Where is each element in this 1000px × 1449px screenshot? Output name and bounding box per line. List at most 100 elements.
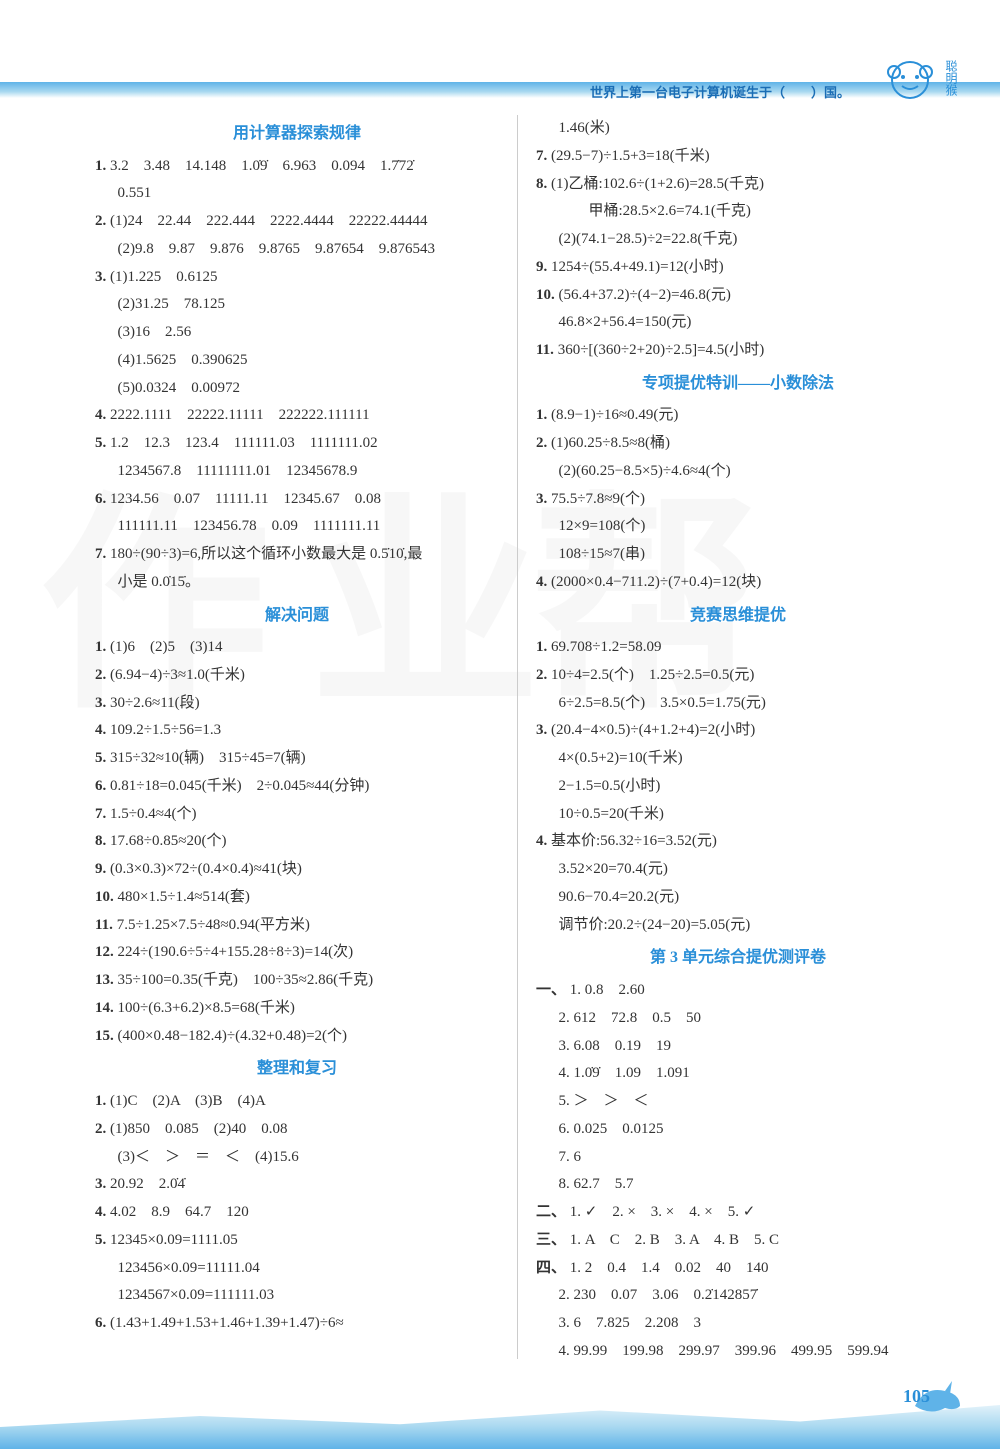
answer-line: 9. (0.3×0.3)×72÷(0.4×0.4)≈41(块)	[95, 856, 499, 884]
item-number: 2.	[95, 667, 110, 683]
item-number: 6.	[95, 491, 110, 507]
item-number: 3.	[95, 1176, 110, 1192]
answer-line: 小是 0.0̇15̇。	[95, 569, 499, 597]
item-number: 7.	[95, 806, 110, 822]
item-text: (2)(74.1−28.5)÷2=22.8(千克)	[559, 231, 738, 247]
item-text: 1234.56 0.07 11111.11 12345.67 0.08	[110, 491, 381, 507]
answer-line: 4. (2000×0.4−711.2)÷(7+0.4)=12(块)	[536, 569, 940, 597]
item-text: 1. ✓ 2. × 3. × 4. × 5. ✓	[570, 1204, 756, 1220]
item-number: 15.	[95, 1028, 118, 1044]
item-text: 4. 1.0̇9̇ 1.09 1.091	[559, 1065, 690, 1081]
item-number: 11.	[536, 342, 558, 358]
item-text: 12345×0.09=1111.05	[110, 1232, 238, 1248]
answer-line: 9. 1254÷(55.4+49.1)=12(小时)	[536, 254, 940, 282]
answer-line: 4. 1.0̇9̇ 1.09 1.091	[536, 1060, 940, 1088]
header-trivia: 世界上第一台电子计算机诞生于（ ）国。	[590, 82, 850, 101]
item-text: (1)C (2)A (3)B (4)A	[110, 1093, 266, 1109]
item-number: 7.	[536, 148, 551, 164]
item-text: (1)1.225 0.6125	[110, 269, 218, 285]
item-text: 315÷32≈10(辆) 315÷45=7(辆)	[110, 750, 306, 766]
answer-line: (2)(74.1−28.5)÷2=22.8(千克)	[536, 226, 940, 254]
answer-line: 11. 360÷[(360÷2+20)÷2.5]=4.5(小时)	[536, 337, 940, 365]
item-text: 3. 6 7.825 2.208 3	[559, 1315, 702, 1331]
answer-line: 7. (29.5−7)÷1.5+3=18(千米)	[536, 143, 940, 171]
answer-line: 7. 6	[536, 1144, 940, 1172]
item-text: 35÷100=0.35(千克) 100÷35≈2.86(千克)	[118, 972, 374, 988]
item-text: 1234567×0.09=111111.03	[118, 1287, 275, 1303]
item-text: 2−1.5=0.5(小时)	[559, 778, 661, 794]
answer-line: 12×9=108(个)	[536, 513, 940, 541]
mascot-monkey-icon	[880, 50, 940, 120]
item-text: (1.43+1.49+1.53+1.46+1.39+1.47)÷6≈	[110, 1315, 344, 1331]
answer-line: 2. (1)60.25÷8.5≈8(桶)	[536, 430, 940, 458]
item-number: 9.	[95, 861, 110, 877]
item-text: (20.4−4×0.5)÷(4+1.2+4)=2(小时)	[551, 722, 755, 738]
item-number: 1.	[536, 639, 551, 655]
answer-line: 二、 1. ✓ 2. × 3. × 4. × 5. ✓	[536, 1199, 940, 1227]
item-text: 360÷[(360÷2+20)÷2.5]=4.5(小时)	[558, 342, 765, 358]
answer-line: (2)(60.25−8.5×5)÷4.6≈4(个)	[536, 458, 940, 486]
item-number: 13.	[95, 972, 118, 988]
answer-line: 2. 10÷4=2.5(个) 1.25÷2.5=0.5(元)	[536, 662, 940, 690]
section-title: 第 3 单元综合提优测评卷	[536, 943, 940, 973]
item-number: 3.	[95, 269, 110, 285]
item-text: 2222.1111 22222.11111 222222.111111	[110, 407, 370, 423]
answer-line: 4. 109.2÷1.5÷56=1.3	[95, 717, 499, 745]
item-number: 3.	[536, 722, 551, 738]
answer-line: 10. (56.4+37.2)÷(4−2)=46.8(元)	[536, 282, 940, 310]
item-text: 17.68÷0.85≈20(个)	[110, 833, 226, 849]
item-text: (1)60.25÷8.5≈8(桶)	[551, 435, 670, 451]
item-text: (6.94−4)÷3≈1.0(千米)	[110, 667, 245, 683]
item-text: 46.8×2+56.4=150(元)	[559, 314, 692, 330]
answer-line: (5)0.0324 0.00972	[95, 375, 499, 403]
item-text: (1)乙桶:102.6÷(1+2.6)=28.5(千克)	[551, 176, 764, 192]
item-number: 12.	[95, 944, 118, 960]
answer-line: 3. 6 7.825 2.208 3	[536, 1310, 940, 1338]
item-text: 111111.11 123456.78 0.09 1111111.11	[118, 518, 381, 534]
answer-line: 2. 612 72.8 0.5 50	[536, 1005, 940, 1033]
item-text: (1)24 22.44 222.444 2222.4444 22222.4444…	[110, 213, 428, 229]
answer-line: 12. 224÷(190.6÷5÷4+155.28÷8÷3)=14(次)	[95, 939, 499, 967]
item-text: (1)6 (2)5 (3)14	[110, 639, 222, 655]
item-text: 30÷2.6≈11(段)	[110, 695, 200, 711]
item-text: 123456×0.09=11111.04	[118, 1260, 260, 1276]
item-text: (400×0.48−182.4)÷(4.32+0.48)=2(个)	[118, 1028, 348, 1044]
item-text: 20.92 2.0̇4̇	[110, 1176, 185, 1192]
answer-line: 甲桶:28.5×2.6=74.1(千克)	[536, 198, 940, 226]
item-text: 3.52×20=70.4(元)	[559, 861, 668, 877]
item-text: (29.5−7)÷1.5+3=18(千米)	[551, 148, 710, 164]
section-title: 专项提优特训——小数除法	[536, 369, 940, 399]
item-text: 1.5÷0.4≈4(个)	[110, 806, 196, 822]
item-number: 8.	[95, 833, 110, 849]
answer-line: 6. 0.025 0.0125	[536, 1116, 940, 1144]
item-text: 1254÷(55.4+49.1)=12(小时)	[551, 259, 724, 275]
answer-line: 3. (20.4−4×0.5)÷(4+1.2+4)=2(小时)	[536, 717, 940, 745]
answer-line: 11. 7.5÷1.25×7.5÷48≈0.94(平方米)	[95, 912, 499, 940]
answer-line: 1234567×0.09=111111.03	[95, 1282, 499, 1310]
item-text: (2000×0.4−711.2)÷(7+0.4)=12(块)	[551, 574, 761, 590]
item-number: 6.	[95, 1315, 110, 1331]
item-text: (0.3×0.3)×72÷(0.4×0.4)≈41(块)	[110, 861, 302, 877]
answer-line: 15. (400×0.48−182.4)÷(4.32+0.48)=2(个)	[95, 1023, 499, 1051]
item-text: (2)(60.25−8.5×5)÷4.6≈4(个)	[559, 463, 731, 479]
item-text: 6. 0.025 0.0125	[559, 1121, 664, 1137]
answer-line: 14. 100÷(6.3+6.2)×8.5=68(千米)	[95, 995, 499, 1023]
item-text: 10÷0.5=20(千米)	[559, 806, 664, 822]
answer-line: 4. 99.99 199.98 299.97 399.96 499.95 599…	[536, 1338, 940, 1366]
item-text: 基本价:56.32÷16=3.52(元)	[551, 833, 717, 849]
item-text: 8. 62.7 5.7	[559, 1176, 634, 1192]
item-text: 1.2 12.3 123.4 111111.03 1111111.02	[110, 435, 378, 451]
section-title: 用计算器探索规律	[95, 119, 499, 149]
item-text: 90.6−70.4=20.2(元)	[559, 889, 680, 905]
item-text: 小是 0.0̇15̇。	[118, 574, 201, 590]
answer-line: 6. (1.43+1.49+1.53+1.46+1.39+1.47)÷6≈	[95, 1310, 499, 1338]
answer-line: 4. 2222.1111 22222.11111 222222.111111	[95, 402, 499, 430]
item-number: 一、	[536, 982, 570, 998]
item-number: 10.	[95, 889, 118, 905]
item-text: 4×(0.5+2)=10(千米)	[559, 750, 683, 766]
item-text: (2)31.25 78.125	[118, 296, 226, 312]
answer-line: 5. ＞ ＞ ＜	[536, 1088, 940, 1116]
footer-wave	[0, 1394, 1000, 1449]
item-number: 4.	[95, 407, 110, 423]
item-text: 1.46(米)	[559, 120, 610, 136]
